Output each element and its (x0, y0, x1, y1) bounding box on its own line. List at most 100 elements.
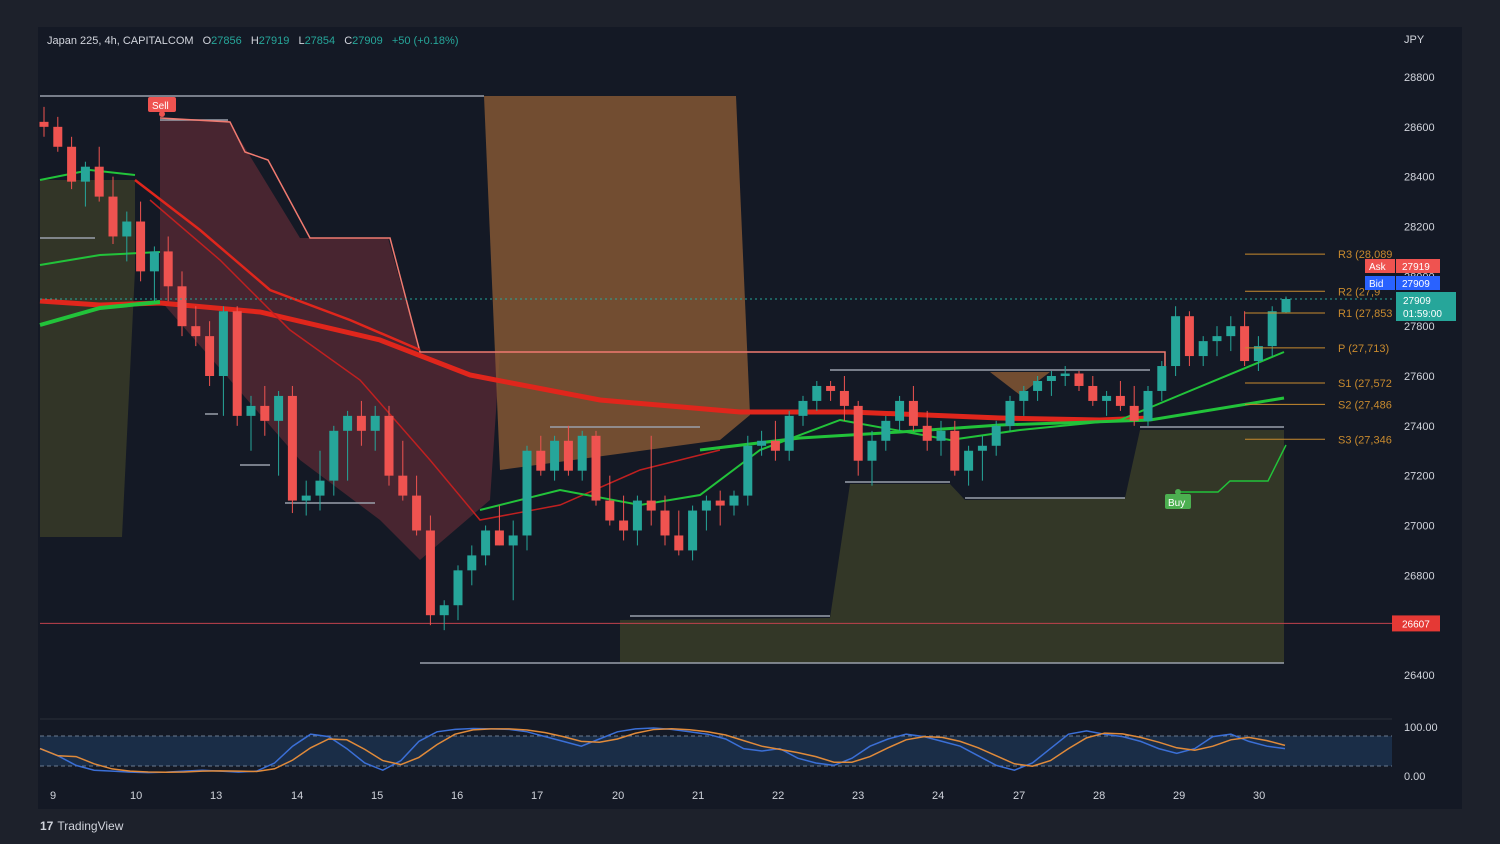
candle-body (577, 435, 587, 471)
candle-body (425, 530, 435, 616)
candle-body (329, 430, 339, 481)
pivot-label: R1 (27,853 (1338, 308, 1392, 320)
ask-price: 27919 (1402, 262, 1430, 273)
candle (1184, 311, 1194, 367)
candle-body (1088, 385, 1098, 401)
candle (605, 475, 615, 526)
candle-body (494, 530, 504, 546)
candle-body (770, 440, 780, 451)
candle-body (1033, 380, 1043, 391)
candle (770, 420, 780, 461)
candle-body (991, 425, 1001, 446)
bar-countdown: 01:59:00 (1403, 309, 1442, 320)
candle-body (122, 221, 132, 237)
candle (232, 306, 242, 426)
candle-body (1060, 373, 1070, 376)
candle-body (660, 510, 670, 536)
candle (1253, 336, 1263, 372)
x-tick-label: 13 (210, 790, 222, 802)
y-tick-label: 27200 (1404, 471, 1435, 483)
tradingview-brand[interactable]: 17 TradingView (40, 819, 123, 833)
candle (398, 440, 408, 501)
candle-body (550, 440, 560, 471)
pivot-label: S2 (27,486 (1338, 399, 1392, 411)
candle-body (205, 336, 215, 376)
candle (881, 415, 891, 451)
candle (977, 435, 987, 481)
candle-body (1212, 336, 1222, 342)
stoch-d-line (39, 728, 1286, 774)
candle-body (936, 430, 946, 441)
x-tick-label: 22 (772, 790, 784, 802)
candle-body (1129, 405, 1139, 421)
candle (563, 425, 573, 476)
support-price: 26607 (1402, 619, 1430, 630)
candle-body (191, 326, 201, 337)
y-tick-label: 28800 (1404, 72, 1435, 84)
support-price-tag (1392, 615, 1440, 632)
buy-badge-label: Buy (1168, 498, 1185, 509)
candle-body (729, 495, 739, 506)
candle-body (867, 440, 877, 461)
orange-zone (484, 96, 750, 470)
candle (494, 505, 504, 546)
candle (632, 495, 642, 546)
candle-body (1019, 390, 1029, 401)
candle-body (163, 251, 173, 287)
candle (895, 395, 905, 431)
candle (908, 385, 918, 431)
x-tick-label: 28 (1093, 790, 1105, 802)
brand-name: TradingView (57, 819, 124, 833)
currency-label: JPY (1404, 34, 1425, 46)
candle-body (274, 395, 284, 421)
candle (550, 435, 560, 481)
sell-trail-line (159, 117, 1166, 370)
candle-body (977, 445, 987, 451)
ema-green-right (479, 351, 1285, 511)
candle-body (108, 196, 118, 237)
legend-header: Japan 225, 4h, CAPITALCOM O27856 H27919 … (47, 35, 458, 47)
candle-body (743, 445, 753, 496)
candle (370, 405, 380, 451)
ask-tag (1365, 259, 1395, 273)
candle (1074, 371, 1084, 391)
x-tick-label: 23 (852, 790, 864, 802)
candle (619, 495, 629, 541)
candle-body (605, 500, 615, 521)
candle-body (453, 570, 463, 606)
candle-body (1184, 316, 1194, 357)
last-price-tag (1396, 292, 1456, 321)
candle-body (784, 415, 794, 451)
candle (481, 525, 491, 566)
candle-body (67, 146, 77, 182)
candle-body (412, 495, 422, 531)
bid-price-tag (1396, 276, 1440, 290)
candle (839, 376, 849, 421)
candle (1115, 380, 1125, 411)
y-tick-label: 28200 (1404, 222, 1435, 234)
candle-body (922, 425, 932, 441)
close-value: 27909 (352, 35, 383, 47)
ema-green-fast (39, 168, 136, 181)
candle (1102, 390, 1112, 416)
pivot-label: R3 (28,089 (1338, 249, 1392, 261)
olive-zone-left (40, 180, 135, 537)
candle (715, 490, 725, 526)
stoch-upper-label: 100.00 (1404, 722, 1438, 734)
candle-body (94, 166, 104, 197)
olive-zone-right (620, 430, 1284, 663)
x-tick-label: 15 (371, 790, 383, 802)
candle-body (701, 500, 711, 511)
candle-body (53, 126, 63, 147)
candle (412, 475, 422, 536)
candle (867, 430, 877, 486)
candle-body (356, 415, 366, 431)
candle (826, 380, 836, 401)
y-tick-label: 27800 (1404, 321, 1435, 333)
high-value: 27919 (258, 35, 290, 47)
y-tick-label: 27400 (1404, 421, 1435, 433)
candle (729, 490, 739, 516)
candle-body (826, 385, 836, 391)
candle-body (1157, 366, 1167, 391)
